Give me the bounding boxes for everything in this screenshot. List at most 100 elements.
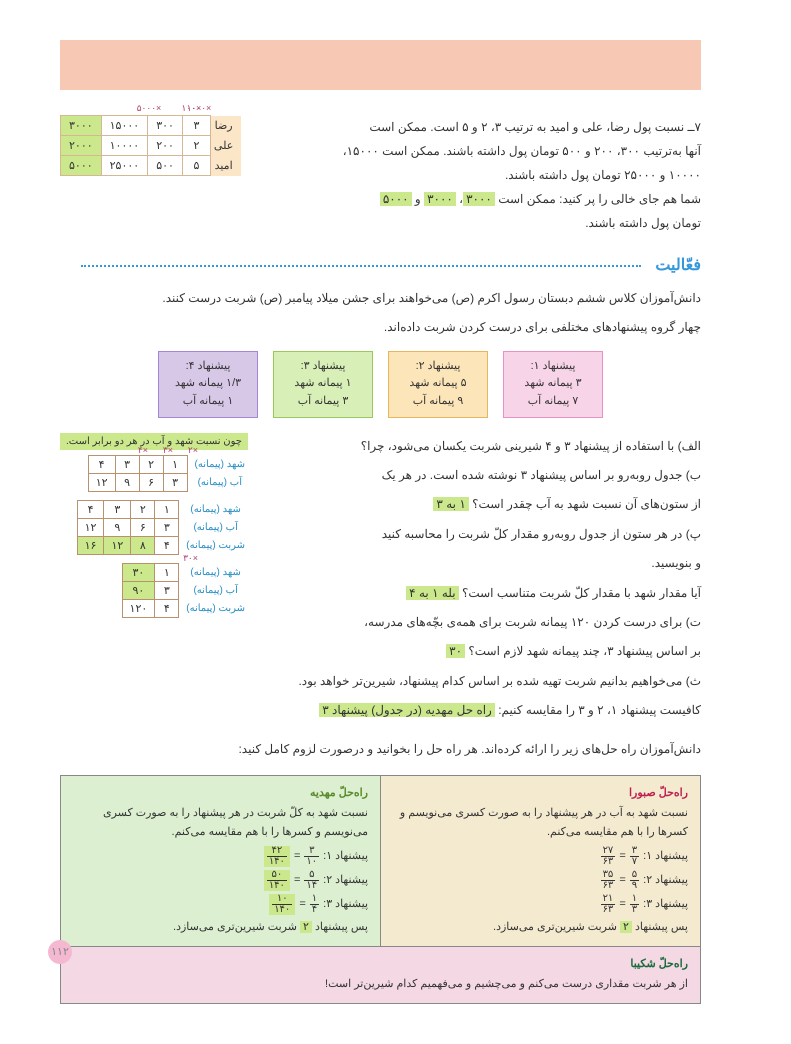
q-beh-ans: ۱ به ۳ bbox=[433, 497, 468, 511]
solutions-box: راه‌حلّ صبورا نسبت شهد به آب در هر پیشنه… bbox=[60, 775, 701, 1004]
ratio-table-1: شهد (پیمانه) ۱۲۳۴ آب (پیمانه) ۳۶۹۱۲ bbox=[88, 455, 248, 492]
cell: ۴ bbox=[88, 455, 115, 473]
mult-label: ×۴ bbox=[138, 445, 148, 456]
row-name: امید bbox=[210, 156, 241, 176]
conc-num: ۲ bbox=[300, 921, 312, 933]
conc-text: شربت شیرین‌تری می‌سازد. bbox=[173, 921, 297, 933]
cell: ۳ bbox=[115, 455, 139, 473]
cell: ۶ bbox=[139, 473, 163, 491]
row-label: آب (پیمانه) bbox=[179, 581, 248, 599]
cell: ۱۶ bbox=[77, 536, 104, 554]
cell: ۱ bbox=[155, 563, 179, 581]
sg-title: پیشنهاد ۲: bbox=[399, 358, 477, 376]
cell: ۳ bbox=[163, 473, 187, 491]
row-label: شربت (پیمانه) bbox=[179, 536, 248, 554]
hint-alef: چون نسبت شهد و آب در هر دو برابر است. bbox=[60, 433, 248, 450]
q-teh-ans: ۳۰ bbox=[446, 644, 465, 658]
q7-line5: تومان پول داشته باشند. bbox=[256, 211, 701, 235]
cell: ۹ bbox=[104, 518, 131, 536]
q7-line2: آنها به‌ترتیب ۳۰۰، ۲۰۰ و ۵۰۰ تومان پول د… bbox=[256, 139, 701, 163]
sg-line: ۳ پیمانه آب bbox=[284, 393, 362, 411]
row-name: رضا bbox=[210, 116, 241, 136]
suggestion-3: پیشنهاد ۳: ۱ پیمانه شهد ۳ پیمانه آب bbox=[273, 351, 373, 418]
sol-text: نسبت شهد به کلّ شربت در هر پیشنهاد را به… bbox=[73, 804, 368, 844]
q7-v1: ۳۰۰۰ bbox=[463, 192, 495, 206]
suggestion-2: پیشنهاد ۲: ۵ پیمانه شهد ۹ پیمانه آب bbox=[388, 351, 488, 418]
q-alef: الف) با استفاده از پیشنهاد ۳ و ۴ شیرینی … bbox=[268, 433, 701, 459]
cell: ۱ bbox=[155, 500, 179, 518]
activity-intro1: دانش‌آموزان کلاس ششم دبستان رسول اکرم (ص… bbox=[60, 285, 701, 311]
cell: ۳ bbox=[155, 581, 179, 599]
sg-line: ۳ پیمانه شهد bbox=[514, 375, 592, 393]
row-label: شربت (پیمانه) bbox=[179, 599, 248, 617]
mult-label: ×۱۰۰۰ bbox=[187, 103, 212, 114]
cell: ۹ bbox=[115, 473, 139, 491]
cell: ۵۰۰۰ bbox=[61, 156, 102, 176]
suggestions-row: پیشنهاد ۱: ۳ پیمانه شهد ۷ پیمانه آب پیشن… bbox=[60, 351, 701, 418]
q-beh5: آیا مقدار شهد با مقدار کلّ شربت متناسب ا… bbox=[462, 586, 701, 600]
q-beh5-ans: بله ۱ به ۴ bbox=[406, 586, 458, 600]
fraction: ۲۱۶۳ bbox=[601, 894, 616, 915]
cell: ۶ bbox=[131, 518, 155, 536]
row-label: آب (پیمانه) bbox=[179, 518, 248, 536]
fraction: ۵۱۴ bbox=[304, 870, 319, 891]
cell: ۱۲ bbox=[88, 473, 115, 491]
solution-mahdie: راه‌حلّ مهدیه نسبت شهد به کلّ شربت در هر… bbox=[61, 776, 380, 946]
q7-line4: شما هم جای خالی را پر کنید: ممکن است bbox=[498, 192, 701, 206]
cell: ۱ bbox=[163, 455, 187, 473]
row-name: علی bbox=[210, 136, 241, 156]
sol-text: نسبت شهد به آب در هر پیشنهاد را به صورت … bbox=[393, 804, 688, 844]
fraction: ۵۹ bbox=[630, 870, 639, 891]
cell: ۲ bbox=[131, 500, 155, 518]
row-label: شهد (پیمانه) bbox=[187, 455, 248, 473]
sol-title: راه‌حلّ شکیبا bbox=[630, 958, 688, 970]
sg-line: ۷ پیمانه آب bbox=[514, 393, 592, 411]
fraction: ۳۵۶۳ bbox=[601, 870, 616, 891]
fraction: ۴۲۱۴۰ bbox=[264, 846, 290, 867]
row-label: شهد (پیمانه) bbox=[179, 500, 248, 518]
q7-line1: ۷ــ نسبت پول رضا، علی و امید به ترتیب ۳،… bbox=[256, 115, 701, 139]
sg-line: ۹ پیمانه آب bbox=[399, 393, 477, 411]
activity-heading: فعّالیت bbox=[60, 255, 701, 275]
q-beh4: و بنویسید. bbox=[268, 550, 701, 576]
fraction: ۱۳ bbox=[630, 894, 639, 915]
cell: ۱۲ bbox=[104, 536, 131, 554]
q-seh-ans: راه حل مهدیه (در جدول) پیشنهاد ۳ bbox=[319, 703, 495, 717]
fraction-line: پیشنهاد ۲: ۵۹ = ۳۵۶۳ bbox=[393, 870, 688, 891]
fraction: ۳۱۰ bbox=[304, 846, 319, 867]
fraction-line: پیشنهاد ۱: ۳۱۰ = ۴۲۱۴۰ bbox=[73, 846, 368, 867]
cell: ۳۰۰ bbox=[148, 116, 183, 136]
row-label: آب (پیمانه) bbox=[187, 473, 248, 491]
fraction: ۱۴ bbox=[310, 894, 319, 915]
q-beh2: از ستون‌های آن نسبت شهد به آب چقدر است؟ bbox=[472, 497, 701, 511]
fraction: ۱۰۱۴۰ bbox=[269, 894, 295, 915]
q-seh2: کافیست پیشنهاد ۱، ۲ و ۳ را مقایسه کنیم: bbox=[498, 703, 701, 717]
fraction: ۳۷ bbox=[630, 846, 639, 867]
fraction-line: پیشنهاد ۳: ۱۳ = ۲۱۶۳ bbox=[393, 894, 688, 915]
solution-shakiba: راه‌حلّ شکیبا از هر شربت مقداری درست می‌… bbox=[61, 946, 700, 1003]
ratio-table-2: شهد (پیمانه) ۱۲۳۴ آب (پیمانه) ۳۶۹۱۲ شربت… bbox=[77, 500, 248, 555]
cell: ۳۰۰۰ bbox=[61, 116, 102, 136]
cell: ۳ bbox=[182, 116, 210, 136]
cell: ۲ bbox=[182, 136, 210, 156]
mult-label: ×۳۰ bbox=[183, 553, 198, 564]
cell: ۹۰ bbox=[122, 581, 155, 599]
cell: ۵۰۰ bbox=[148, 156, 183, 176]
sg-line: ۱/۳ پیمانه شهد bbox=[169, 375, 247, 393]
q7-line3: ۱۰۰۰۰ و ۲۵۰۰۰ تومان پول داشته باشند. bbox=[256, 163, 701, 187]
cell: ۲۰۰ bbox=[148, 136, 183, 156]
sg-line: ۵ پیمانه شهد bbox=[399, 375, 477, 393]
mult-label: ×۵۰۰۰ bbox=[137, 103, 162, 114]
sg-title: پیشنهاد ۳: bbox=[284, 358, 362, 376]
cell: ۳ bbox=[155, 518, 179, 536]
cell: ۱۲۰ bbox=[122, 599, 155, 617]
cell: ۳۰ bbox=[122, 563, 155, 581]
conc-num: ۲ bbox=[620, 921, 632, 933]
cell: ۱۰۰۰۰ bbox=[101, 136, 148, 156]
sg-title: پیشنهاد ۴: bbox=[169, 358, 247, 376]
section-7: ۷ــ نسبت پول رضا، علی و امید به ترتیب ۳،… bbox=[60, 115, 701, 235]
cell: ۱۵۰۰۰ bbox=[101, 116, 148, 136]
activity-intro2: چهار گروه پیشنهادهای مختلفی برای درست کر… bbox=[60, 314, 701, 340]
row-label: شهد (پیمانه) bbox=[179, 563, 248, 581]
q7-v3: ۵۰۰۰ bbox=[380, 192, 412, 206]
